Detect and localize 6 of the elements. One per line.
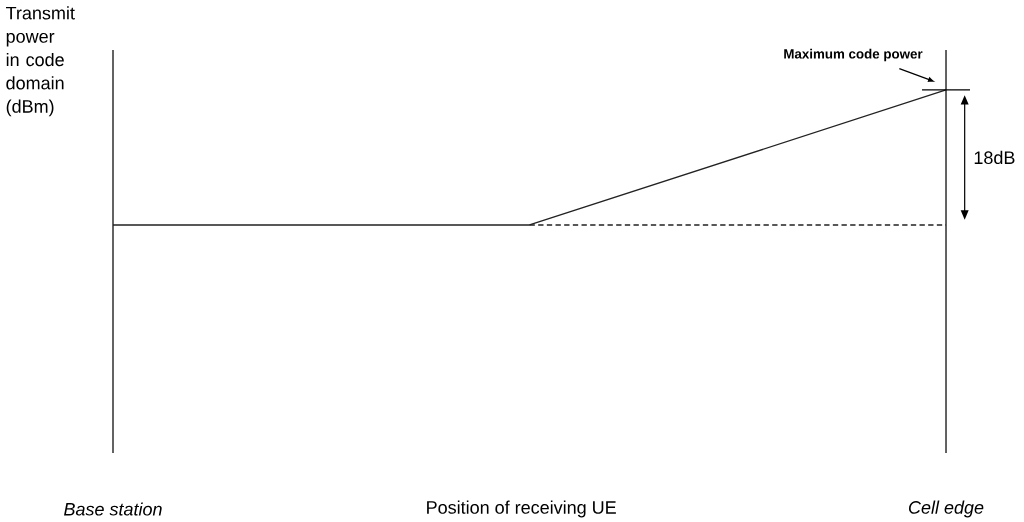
x-tick-label: Cell edge bbox=[908, 500, 984, 518]
annotation: 18dB bbox=[974, 150, 1015, 165]
x-tick-label: Base station bbox=[64, 502, 162, 516]
x-axis-title: Position of receiving UE bbox=[427, 500, 616, 518]
y-axis-title: Transmit power in code domain (dBm) bbox=[6, 6, 75, 117]
annotation: Maximum code power bbox=[784, 48, 923, 62]
